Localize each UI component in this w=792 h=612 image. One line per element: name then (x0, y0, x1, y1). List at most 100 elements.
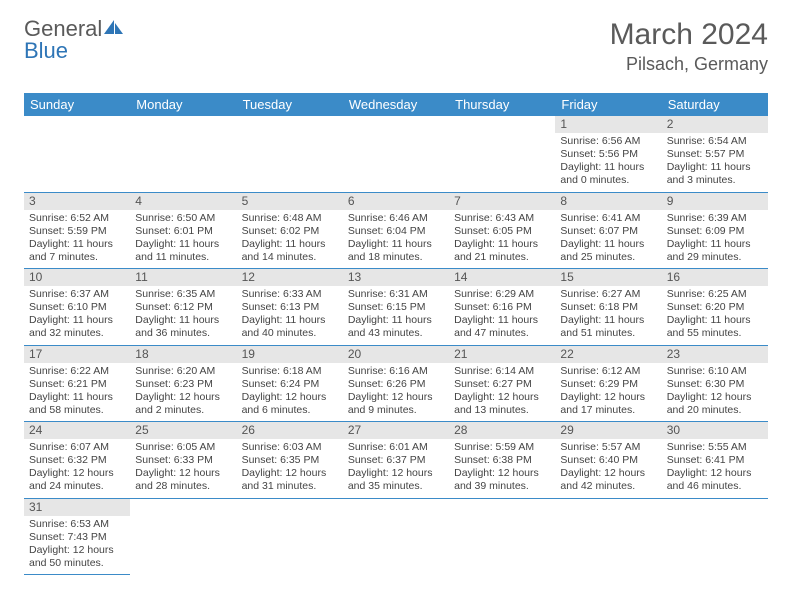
day-number: 27 (343, 422, 449, 439)
calendar-day: 10Sunrise: 6:37 AMSunset: 6:10 PMDayligh… (24, 269, 130, 346)
day-details: Sunrise: 6:25 AMSunset: 6:20 PMDaylight:… (662, 286, 768, 345)
day-number: 23 (662, 346, 768, 363)
day-number: 13 (343, 269, 449, 286)
calendar-day: 11Sunrise: 6:35 AMSunset: 6:12 PMDayligh… (130, 269, 236, 346)
day-number: 24 (24, 422, 130, 439)
day-number: 6 (343, 193, 449, 210)
calendar-day: 23Sunrise: 6:10 AMSunset: 6:30 PMDayligh… (662, 345, 768, 422)
day-details: Sunrise: 5:55 AMSunset: 6:41 PMDaylight:… (662, 439, 768, 498)
calendar-row: 17Sunrise: 6:22 AMSunset: 6:21 PMDayligh… (24, 345, 768, 422)
calendar-empty (130, 116, 236, 192)
day-number: 12 (237, 269, 343, 286)
weekday-header: Saturday (662, 93, 768, 116)
calendar-empty (449, 498, 555, 575)
day-number: 30 (662, 422, 768, 439)
day-number: 1 (555, 116, 661, 133)
calendar-day: 31Sunrise: 6:53 AMSunset: 7:43 PMDayligh… (24, 498, 130, 575)
weekday-header: Tuesday (237, 93, 343, 116)
calendar-day: 6Sunrise: 6:46 AMSunset: 6:04 PMDaylight… (343, 192, 449, 269)
calendar-day: 29Sunrise: 5:57 AMSunset: 6:40 PMDayligh… (555, 422, 661, 499)
calendar-day: 30Sunrise: 5:55 AMSunset: 6:41 PMDayligh… (662, 422, 768, 499)
day-details: Sunrise: 5:57 AMSunset: 6:40 PMDaylight:… (555, 439, 661, 498)
day-details: Sunrise: 6:33 AMSunset: 6:13 PMDaylight:… (237, 286, 343, 345)
calendar-day: 7Sunrise: 6:43 AMSunset: 6:05 PMDaylight… (449, 192, 555, 269)
day-details: Sunrise: 6:39 AMSunset: 6:09 PMDaylight:… (662, 210, 768, 269)
calendar-day: 18Sunrise: 6:20 AMSunset: 6:23 PMDayligh… (130, 345, 236, 422)
day-details: Sunrise: 6:05 AMSunset: 6:33 PMDaylight:… (130, 439, 236, 498)
day-number: 28 (449, 422, 555, 439)
month-title: March 2024 (610, 18, 768, 52)
day-number: 19 (237, 346, 343, 363)
day-details: Sunrise: 6:29 AMSunset: 6:16 PMDaylight:… (449, 286, 555, 345)
weekday-header: Thursday (449, 93, 555, 116)
calendar-row: 3Sunrise: 6:52 AMSunset: 5:59 PMDaylight… (24, 192, 768, 269)
day-number: 15 (555, 269, 661, 286)
calendar-day: 9Sunrise: 6:39 AMSunset: 6:09 PMDaylight… (662, 192, 768, 269)
day-details: Sunrise: 6:22 AMSunset: 6:21 PMDaylight:… (24, 363, 130, 422)
calendar-day: 17Sunrise: 6:22 AMSunset: 6:21 PMDayligh… (24, 345, 130, 422)
day-number: 4 (130, 193, 236, 210)
day-number: 5 (237, 193, 343, 210)
calendar-day: 19Sunrise: 6:18 AMSunset: 6:24 PMDayligh… (237, 345, 343, 422)
calendar-day: 15Sunrise: 6:27 AMSunset: 6:18 PMDayligh… (555, 269, 661, 346)
day-number: 21 (449, 346, 555, 363)
calendar-day: 2Sunrise: 6:54 AMSunset: 5:57 PMDaylight… (662, 116, 768, 192)
calendar-day: 16Sunrise: 6:25 AMSunset: 6:20 PMDayligh… (662, 269, 768, 346)
day-details: Sunrise: 6:52 AMSunset: 5:59 PMDaylight:… (24, 210, 130, 269)
day-details: Sunrise: 5:59 AMSunset: 6:38 PMDaylight:… (449, 439, 555, 498)
logo-word-blue: Blue (24, 38, 68, 63)
day-details: Sunrise: 6:20 AMSunset: 6:23 PMDaylight:… (130, 363, 236, 422)
calendar-empty (24, 116, 130, 192)
calendar-row: 1Sunrise: 6:56 AMSunset: 5:56 PMDaylight… (24, 116, 768, 192)
day-details: Sunrise: 6:56 AMSunset: 5:56 PMDaylight:… (555, 133, 661, 192)
calendar-day: 12Sunrise: 6:33 AMSunset: 6:13 PMDayligh… (237, 269, 343, 346)
calendar-day: 26Sunrise: 6:03 AMSunset: 6:35 PMDayligh… (237, 422, 343, 499)
day-details: Sunrise: 6:43 AMSunset: 6:05 PMDaylight:… (449, 210, 555, 269)
day-number: 29 (555, 422, 661, 439)
calendar-table: Sunday Monday Tuesday Wednesday Thursday… (24, 93, 768, 575)
calendar-empty (237, 498, 343, 575)
calendar-day: 14Sunrise: 6:29 AMSunset: 6:16 PMDayligh… (449, 269, 555, 346)
calendar-day: 13Sunrise: 6:31 AMSunset: 6:15 PMDayligh… (343, 269, 449, 346)
day-details: Sunrise: 6:37 AMSunset: 6:10 PMDaylight:… (24, 286, 130, 345)
weekday-header: Wednesday (343, 93, 449, 116)
calendar-day: 8Sunrise: 6:41 AMSunset: 6:07 PMDaylight… (555, 192, 661, 269)
day-number: 26 (237, 422, 343, 439)
calendar-day: 22Sunrise: 6:12 AMSunset: 6:29 PMDayligh… (555, 345, 661, 422)
calendar-row: 10Sunrise: 6:37 AMSunset: 6:10 PMDayligh… (24, 269, 768, 346)
day-details: Sunrise: 6:48 AMSunset: 6:02 PMDaylight:… (237, 210, 343, 269)
title-block: March 2024 Pilsach, Germany (610, 18, 768, 75)
calendar-empty (449, 116, 555, 192)
day-details: Sunrise: 6:01 AMSunset: 6:37 PMDaylight:… (343, 439, 449, 498)
day-details: Sunrise: 6:53 AMSunset: 7:43 PMDaylight:… (24, 516, 130, 575)
day-details: Sunrise: 6:12 AMSunset: 6:29 PMDaylight:… (555, 363, 661, 422)
day-details: Sunrise: 6:16 AMSunset: 6:26 PMDaylight:… (343, 363, 449, 422)
weekday-row: Sunday Monday Tuesday Wednesday Thursday… (24, 93, 768, 116)
day-number: 18 (130, 346, 236, 363)
day-number: 14 (449, 269, 555, 286)
calendar-day: 25Sunrise: 6:05 AMSunset: 6:33 PMDayligh… (130, 422, 236, 499)
calendar-row: 31Sunrise: 6:53 AMSunset: 7:43 PMDayligh… (24, 498, 768, 575)
day-details: Sunrise: 6:35 AMSunset: 6:12 PMDaylight:… (130, 286, 236, 345)
day-details: Sunrise: 6:03 AMSunset: 6:35 PMDaylight:… (237, 439, 343, 498)
day-number: 3 (24, 193, 130, 210)
day-details: Sunrise: 6:41 AMSunset: 6:07 PMDaylight:… (555, 210, 661, 269)
day-number: 8 (555, 193, 661, 210)
calendar-empty (343, 498, 449, 575)
day-number: 11 (130, 269, 236, 286)
day-number: 25 (130, 422, 236, 439)
calendar-day: 1Sunrise: 6:56 AMSunset: 5:56 PMDaylight… (555, 116, 661, 192)
day-details: Sunrise: 6:31 AMSunset: 6:15 PMDaylight:… (343, 286, 449, 345)
day-details: Sunrise: 6:14 AMSunset: 6:27 PMDaylight:… (449, 363, 555, 422)
day-number: 20 (343, 346, 449, 363)
weekday-header: Monday (130, 93, 236, 116)
calendar-day: 21Sunrise: 6:14 AMSunset: 6:27 PMDayligh… (449, 345, 555, 422)
calendar-day: 5Sunrise: 6:48 AMSunset: 6:02 PMDaylight… (237, 192, 343, 269)
day-number: 16 (662, 269, 768, 286)
day-number: 22 (555, 346, 661, 363)
day-number: 7 (449, 193, 555, 210)
day-details: Sunrise: 6:46 AMSunset: 6:04 PMDaylight:… (343, 210, 449, 269)
logo-text: General Blue (24, 18, 124, 62)
day-number: 9 (662, 193, 768, 210)
calendar-row: 24Sunrise: 6:07 AMSunset: 6:32 PMDayligh… (24, 422, 768, 499)
